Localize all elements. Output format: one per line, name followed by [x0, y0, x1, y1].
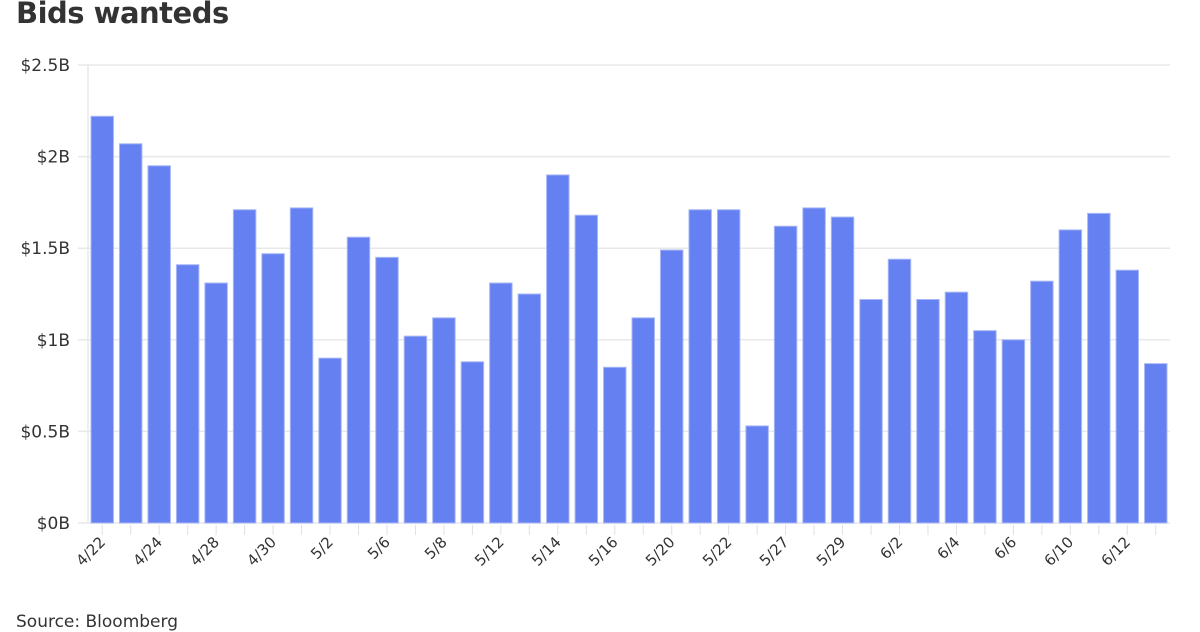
- x-tick-label: 4/28: [186, 533, 223, 570]
- bar: [432, 317, 456, 524]
- bar: [887, 258, 912, 524]
- bar: [517, 293, 542, 524]
- x-tick-label: 6/2: [877, 533, 907, 563]
- bar: [546, 174, 570, 524]
- y-tick-label: $0.5B: [20, 422, 70, 442]
- x-tick-label: 6/10: [1041, 533, 1078, 570]
- x-tick-label: 5/22: [699, 533, 736, 570]
- x-tick-label: 5/8: [421, 533, 451, 563]
- bar: [289, 207, 314, 524]
- bar: [460, 361, 485, 524]
- bar: [830, 216, 855, 524]
- chart-title: Bids wanteds: [16, 0, 229, 30]
- bar: [1001, 339, 1026, 524]
- x-tick-label: 5/12: [471, 533, 508, 570]
- x-tick-label: 5/29: [813, 533, 850, 570]
- bar: [1144, 363, 1168, 524]
- bar: [489, 282, 513, 524]
- bar: [688, 209, 712, 524]
- bar: [859, 298, 883, 524]
- x-tick-label: 6/6: [990, 533, 1020, 563]
- bar: [90, 115, 114, 524]
- bar: [346, 236, 371, 524]
- bar: [1087, 212, 1111, 524]
- x-tick-label: 5/2: [307, 533, 337, 563]
- bar: [118, 143, 143, 524]
- bar: [944, 291, 969, 524]
- bar: [773, 225, 798, 524]
- bar: [1115, 269, 1140, 524]
- x-tick-label: 5/16: [585, 533, 622, 570]
- x-tick-label: 5/14: [528, 533, 565, 570]
- bar: [745, 425, 769, 524]
- bar: [631, 317, 655, 524]
- x-tick-label: 5/20: [642, 533, 679, 570]
- y-tick-label: $2.5B: [20, 56, 70, 76]
- x-tick-label: 5/27: [756, 533, 793, 570]
- bar: [175, 264, 200, 524]
- bar: [375, 256, 399, 524]
- bar: [318, 357, 342, 524]
- bar: [1030, 280, 1054, 524]
- x-tick-label: 4/24: [129, 533, 166, 570]
- bar: [204, 282, 228, 524]
- bar: [574, 214, 599, 524]
- bar: [232, 209, 257, 524]
- y-tick-label: $1B: [37, 331, 70, 351]
- bar: [403, 335, 428, 524]
- bar: [659, 249, 684, 524]
- y-tick-label: $2B: [37, 148, 70, 168]
- bar: [1058, 229, 1083, 524]
- x-tick-label: 6/12: [1098, 533, 1135, 570]
- bar: [716, 209, 741, 524]
- y-tick-label: $0B: [37, 514, 70, 534]
- source-note: Source: Bloomberg: [16, 612, 178, 632]
- x-tick-label: 4/30: [243, 533, 280, 570]
- bar: [603, 366, 627, 524]
- y-tick-label: $1.5B: [20, 239, 70, 259]
- bar: [802, 207, 826, 524]
- x-tick-label: 4/22: [73, 533, 110, 570]
- x-tick-label: 5/6: [364, 533, 394, 563]
- bar: [147, 165, 171, 524]
- bar: [973, 330, 997, 524]
- bar: [261, 253, 285, 524]
- bar: [916, 298, 940, 524]
- x-tick-label: 6/4: [933, 533, 963, 563]
